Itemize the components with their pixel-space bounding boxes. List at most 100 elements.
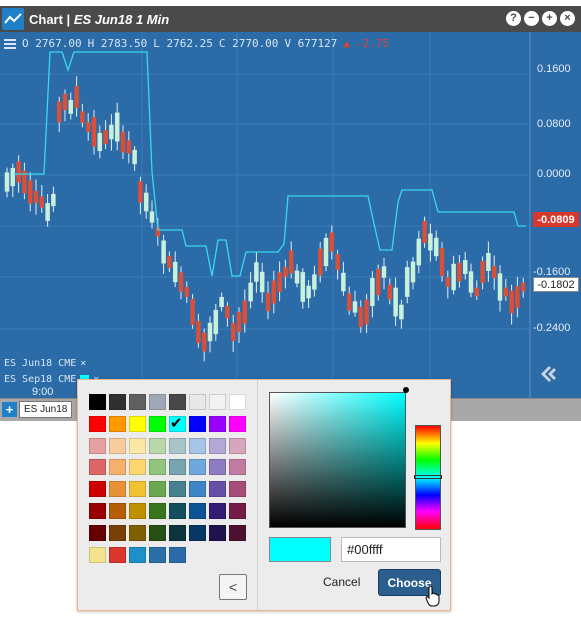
color-swatch[interactable] bbox=[129, 394, 146, 410]
menu-icon[interactable] bbox=[4, 38, 16, 49]
color-swatch[interactable] bbox=[229, 394, 246, 410]
price-chart[interactable] bbox=[0, 32, 581, 398]
color-swatch[interactable] bbox=[209, 525, 226, 541]
color-swatch[interactable] bbox=[169, 503, 186, 519]
color-swatch[interactable] bbox=[109, 459, 126, 475]
cursor-value-tag: -0.1802 bbox=[533, 277, 579, 292]
color-swatch[interactable] bbox=[149, 547, 166, 563]
color-swatch[interactable] bbox=[149, 503, 166, 519]
color-swatch[interactable] bbox=[209, 459, 226, 475]
color-swatch[interactable] bbox=[109, 547, 126, 563]
color-swatch[interactable] bbox=[209, 481, 226, 497]
color-swatch[interactable] bbox=[89, 438, 106, 454]
y-tick-label: 0.0000 bbox=[537, 168, 571, 180]
color-swatch[interactable] bbox=[129, 459, 146, 475]
choose-button[interactable]: Choose bbox=[378, 569, 441, 596]
quote-open: O 2767.00 bbox=[22, 37, 82, 50]
color-swatch[interactable] bbox=[169, 394, 186, 410]
color-swatch[interactable] bbox=[229, 503, 246, 519]
quote-low: L 2762.25 bbox=[153, 37, 213, 50]
legend-series-1-label: ES Jun18 CME bbox=[4, 358, 77, 369]
add-symbol-button[interactable]: + bbox=[2, 402, 17, 417]
color-swatch[interactable] bbox=[89, 416, 106, 432]
color-swatch[interactable] bbox=[189, 416, 206, 432]
color-swatch[interactable] bbox=[169, 438, 186, 454]
quote-close: C 2770.00 bbox=[218, 37, 279, 50]
color-swatch[interactable] bbox=[129, 547, 146, 563]
color-swatch[interactable] bbox=[189, 525, 206, 541]
color-swatch[interactable] bbox=[189, 459, 206, 475]
quote-high: H 2783.50 bbox=[87, 37, 148, 50]
title-bar[interactable]: Chart | ES Jun18 1 Min ? − + × bbox=[0, 6, 581, 32]
saturation-value-area[interactable] bbox=[269, 392, 406, 528]
cancel-button[interactable]: Cancel bbox=[323, 575, 361, 589]
minimize-icon[interactable]: − bbox=[524, 11, 539, 26]
color-swatch[interactable] bbox=[189, 503, 206, 519]
color-swatch[interactable] bbox=[109, 394, 126, 410]
color-swatch[interactable] bbox=[229, 416, 246, 432]
color-swatch[interactable] bbox=[109, 438, 126, 454]
vendor-logo-icon bbox=[541, 366, 556, 382]
color-swatch[interactable] bbox=[129, 481, 146, 497]
remove-series-1-icon[interactable]: × bbox=[80, 358, 87, 369]
y-tick-label: -0.1600 bbox=[533, 266, 571, 278]
color-swatch[interactable] bbox=[229, 459, 246, 475]
color-swatch[interactable] bbox=[169, 525, 186, 541]
color-swatch[interactable] bbox=[229, 438, 246, 454]
color-swatch[interactable] bbox=[109, 481, 126, 497]
y-tick-label: 0.0800 bbox=[537, 118, 571, 130]
color-swatch[interactable] bbox=[89, 459, 106, 475]
color-swatch[interactable] bbox=[189, 481, 206, 497]
color-swatch[interactable] bbox=[129, 416, 146, 432]
y-tick-label: -0.2400 bbox=[533, 322, 571, 334]
back-button[interactable]: < bbox=[219, 574, 247, 600]
color-swatch[interactable] bbox=[129, 525, 146, 541]
color-swatch[interactable] bbox=[209, 394, 226, 410]
saturation-value-handle[interactable] bbox=[403, 387, 409, 393]
color-preview bbox=[269, 537, 331, 562]
color-swatch[interactable] bbox=[109, 416, 126, 432]
color-swatch[interactable] bbox=[209, 503, 226, 519]
color-swatch[interactable] bbox=[129, 438, 146, 454]
color-swatch[interactable] bbox=[149, 459, 166, 475]
color-picker-dialog: < #00ffff Cancel Choose bbox=[77, 379, 451, 612]
quote-volume: V 677127 bbox=[284, 37, 338, 50]
quote-change: -2.75 bbox=[356, 37, 390, 50]
color-swatch[interactable] bbox=[149, 416, 166, 432]
color-swatch[interactable] bbox=[89, 481, 106, 497]
maximize-icon[interactable]: + bbox=[542, 11, 557, 26]
hue-slider-handle[interactable] bbox=[414, 475, 442, 479]
spread-value-tag: -0.0809 bbox=[533, 212, 579, 227]
color-swatch[interactable] bbox=[89, 503, 106, 519]
color-swatch[interactable] bbox=[209, 416, 226, 432]
color-swatch[interactable] bbox=[169, 459, 186, 475]
color-swatch[interactable] bbox=[149, 525, 166, 541]
color-swatch[interactable] bbox=[89, 394, 106, 410]
color-swatch[interactable] bbox=[109, 503, 126, 519]
chart-area[interactable]: O 2767.00 H 2783.50 L 2762.25 C 2770.00 … bbox=[0, 32, 581, 398]
color-swatch[interactable] bbox=[89, 525, 106, 541]
color-swatch[interactable] bbox=[169, 414, 186, 432]
help-icon[interactable]: ? bbox=[506, 11, 521, 26]
color-swatch[interactable] bbox=[149, 438, 166, 454]
color-swatch[interactable] bbox=[189, 394, 206, 410]
color-swatch[interactable] bbox=[209, 438, 226, 454]
legend-series-2-label: ES Sep18 CME bbox=[4, 374, 77, 385]
color-swatch[interactable] bbox=[109, 525, 126, 541]
color-swatch[interactable] bbox=[129, 503, 146, 519]
color-swatch[interactable] bbox=[149, 481, 166, 497]
color-swatch[interactable] bbox=[89, 547, 106, 563]
color-swatch[interactable] bbox=[169, 481, 186, 497]
close-icon[interactable]: × bbox=[560, 11, 575, 26]
quote-change-arrow: ▲ bbox=[343, 37, 351, 50]
color-swatch[interactable] bbox=[169, 547, 186, 563]
color-swatch[interactable] bbox=[189, 438, 206, 454]
symbol-tab[interactable]: ES Jun18 bbox=[19, 401, 73, 418]
hex-color-input[interactable]: #00ffff bbox=[341, 537, 441, 562]
color-swatch[interactable] bbox=[229, 481, 246, 497]
chart-app-icon bbox=[2, 8, 24, 30]
color-swatch[interactable] bbox=[149, 394, 166, 410]
color-swatch[interactable] bbox=[229, 525, 246, 541]
hue-slider[interactable] bbox=[415, 425, 441, 530]
title-symbol: ES Jun18 1 Min bbox=[73, 11, 170, 27]
